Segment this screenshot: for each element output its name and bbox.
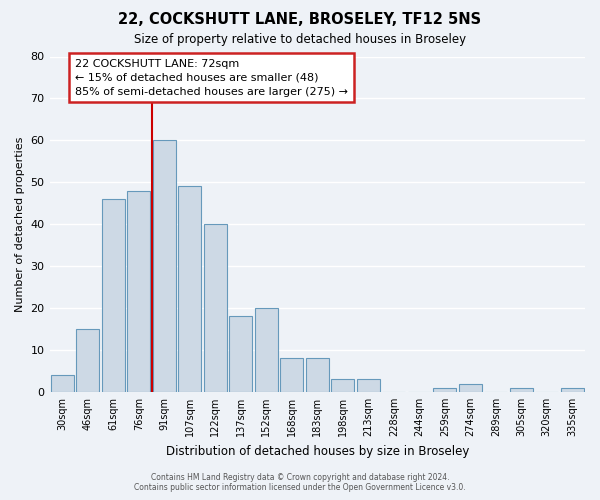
Text: 22, COCKSHUTT LANE, BROSELEY, TF12 5NS: 22, COCKSHUTT LANE, BROSELEY, TF12 5NS xyxy=(118,12,482,28)
Text: Contains HM Land Registry data © Crown copyright and database right 2024.
Contai: Contains HM Land Registry data © Crown c… xyxy=(134,473,466,492)
Bar xyxy=(102,199,125,392)
Bar xyxy=(433,388,456,392)
Bar xyxy=(178,186,201,392)
Bar xyxy=(76,329,99,392)
Bar xyxy=(127,190,150,392)
Text: 22 COCKSHUTT LANE: 72sqm
← 15% of detached houses are smaller (48)
85% of semi-d: 22 COCKSHUTT LANE: 72sqm ← 15% of detach… xyxy=(75,58,348,96)
Bar xyxy=(331,380,354,392)
Y-axis label: Number of detached properties: Number of detached properties xyxy=(15,136,25,312)
Bar xyxy=(510,388,533,392)
Bar xyxy=(255,308,278,392)
Bar xyxy=(229,316,252,392)
Bar xyxy=(357,380,380,392)
Bar xyxy=(280,358,303,392)
Text: Size of property relative to detached houses in Broseley: Size of property relative to detached ho… xyxy=(134,32,466,46)
Bar xyxy=(153,140,176,392)
Bar xyxy=(306,358,329,392)
Bar xyxy=(459,384,482,392)
Bar xyxy=(204,224,227,392)
Bar xyxy=(51,375,74,392)
Bar xyxy=(561,388,584,392)
X-axis label: Distribution of detached houses by size in Broseley: Distribution of detached houses by size … xyxy=(166,444,469,458)
